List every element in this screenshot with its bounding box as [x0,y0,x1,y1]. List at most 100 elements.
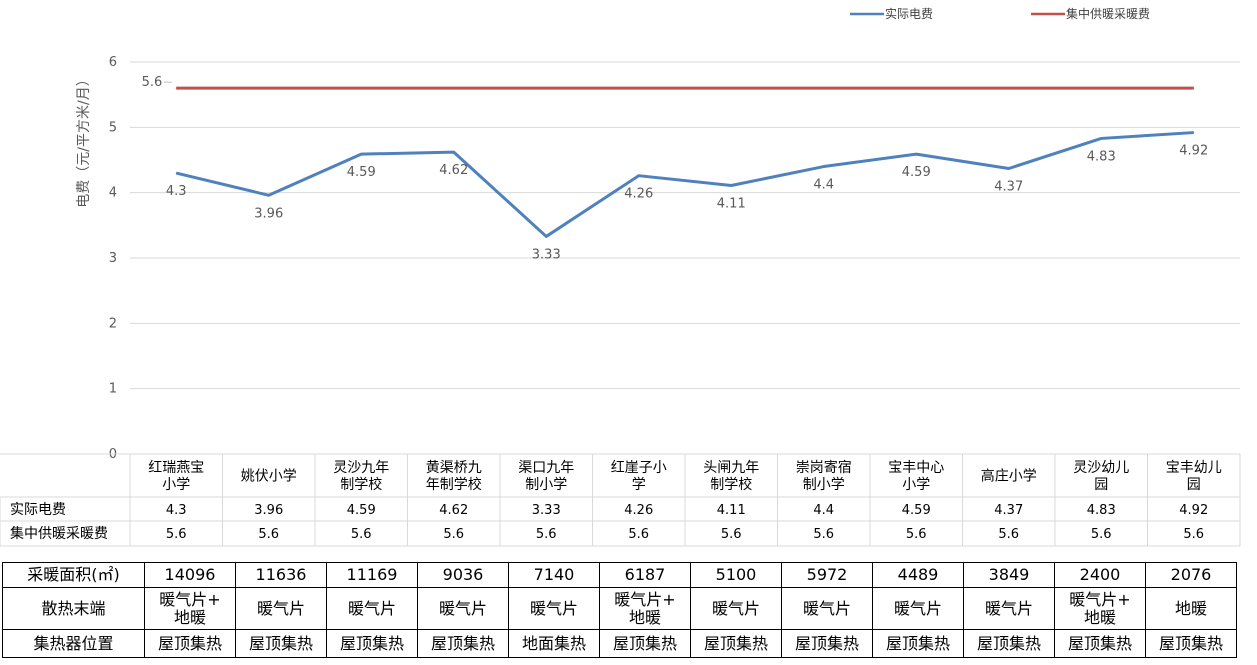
data-label: 4.62 [439,163,468,178]
data-table-value: 5.6 [536,527,557,542]
data-label: 4.92 [1179,144,1208,159]
data-point [453,151,455,153]
data-table-value: 5.6 [258,527,279,542]
info-table-cell: 屋顶集热 [1054,629,1146,658]
x-category-label: 红崖子小 [611,460,667,476]
info-table-cell-line: 暖气片 [893,598,942,618]
info-table-cell: 地暖 [1145,587,1237,630]
info-table-row: 采暖面积(㎡) 14096 11636 11169 9036 7140 6187 5100 59… [2,562,1237,588]
info-table-cell: 屋顶集热 [1145,629,1237,658]
data-table-value: 5.6 [351,527,372,542]
x-category-label: 制学校 [710,476,752,493]
data-point [1100,87,1102,89]
x-category-label: 学 [632,477,646,493]
legend-label: 实际电费 [885,6,933,21]
info-table-cell: 屋顶集热 [144,629,236,658]
x-category-label: 宝丰中心 [888,460,944,476]
info-table-cell-line: 暖气片+ [159,589,221,609]
x-category-label: 小学 [902,477,930,493]
info-table-cell: 暖气片+ 地暖 [599,587,691,630]
info-table-cell: 9036 [417,562,509,588]
series-line [175,131,1194,238]
data-table-value: 4.83 [1087,503,1116,518]
data-table-value: 4.92 [1179,503,1208,518]
data-table-value: 4.4 [813,503,834,518]
data-table-value: 4.11 [717,503,746,518]
info-table-cell-line: 暖气片+ [614,589,676,609]
legend-label: 集中供暖采暖费 [1066,6,1150,21]
data-point [823,87,825,89]
info-table-cell: 暖气片 [417,587,509,630]
x-category-label: 园 [1094,477,1108,493]
info-table-cell-line: 暖气片 [438,598,487,618]
data-point [638,175,640,177]
data-point [1008,167,1010,169]
x-category-label: 红瑞燕宝 [148,460,204,476]
y-tick-label: 4 [109,186,117,201]
info-table-cell: 14096 [144,562,236,588]
info-table-cell-line: 暖气片 [984,598,1033,618]
data-table-value: 4.37 [994,503,1023,518]
info-table-cell: 暖气片 [872,587,964,630]
y-axis-label: 电费（元/平方米/月） [76,72,92,207]
info-table-cell-line: 地暖 [628,607,661,627]
data-table-value: 5.6 [721,527,742,542]
data-label: 3.96 [254,206,283,221]
data-point [360,87,362,89]
info-table-cell: 6187 [599,562,691,588]
data-table-value: 5.6 [1183,527,1204,542]
data-label: 3.33 [532,247,561,262]
x-category-label: 头闸九年 [703,460,759,476]
x-category-label: 高庄小学 [981,468,1037,485]
info-table-cell: 暖气片 [326,587,418,630]
info-table-cell: 暖气片+ 地暖 [1054,587,1146,630]
info-table-cell: 屋顶集热 [235,629,327,658]
x-category-label: 姚伏小学 [241,469,297,485]
info-table-cell-line: 暖气片 [347,598,396,618]
data-table-value: 4.26 [624,503,653,518]
info-table-cell: 11169 [326,562,418,588]
data-table-value: 5.6 [998,527,1019,542]
building-info-table: 采暖面积(㎡) 14096 11636 11169 9036 7140 6187 5100 59… [2,562,1237,658]
data-table-value: 5.6 [166,527,187,542]
x-category-label: 灵沙幼儿 [1073,460,1129,476]
data-point [730,184,732,186]
data-point [545,87,547,89]
info-table-cell: 暖气片 [690,587,782,630]
info-table-cell: 屋顶集热 [690,629,782,658]
data-table-series-name: 集中供暖采暖费 [10,525,108,542]
data-point [823,166,825,168]
data-label: 4.37 [994,179,1023,194]
info-table-cell-line: 地暖 [1174,598,1207,618]
data-point [1100,137,1102,139]
data-table-value: 4.62 [439,503,468,518]
data-point [268,194,270,196]
data-point [360,153,362,155]
data-point [175,87,177,89]
data-point [1008,87,1010,89]
x-category-label: 制小学 [803,477,845,493]
info-table-cell: 暖气片 [781,587,873,630]
y-tick-label: 5 [109,120,117,135]
info-table-cell: 5100 [690,562,782,588]
y-tick-label: 2 [109,316,117,331]
data-table-value: 5.6 [906,527,927,542]
info-table-cell: 2076 [1145,562,1237,588]
data-table-value: 5.6 [443,527,464,542]
data-point [730,87,732,89]
data-point [638,87,640,89]
info-table-row: 集热器位置 屋顶集热 屋顶集热 屋顶集热 屋顶集热 地面集热 屋顶集热 屋顶集热 屋顶集热 屋顶集… [2,629,1237,658]
data-table-value: 5.6 [813,527,834,542]
info-table-cell: 2400 [1054,562,1146,588]
info-table-cell: 屋顶集热 [417,629,509,658]
info-table-cell: 暖气片 [963,587,1055,630]
info-table-cell-line: 暖气片 [711,598,760,618]
x-category-label: 灵沙九年 [333,460,389,476]
data-label: 4.26 [624,187,653,202]
info-table-cell: 暖气片+ 地暖 [144,587,236,630]
info-table-cell: 屋顶集热 [781,629,873,658]
data-table-value: 3.96 [254,503,283,518]
data-table-value: 4.59 [902,503,931,518]
line-chart: 0123456电费（元/平方米/月）红瑞燕宝小学姚伏小学灵沙九年制学校黄渠桥九年… [0,6,1241,547]
data-table-value: 4.59 [347,503,376,518]
